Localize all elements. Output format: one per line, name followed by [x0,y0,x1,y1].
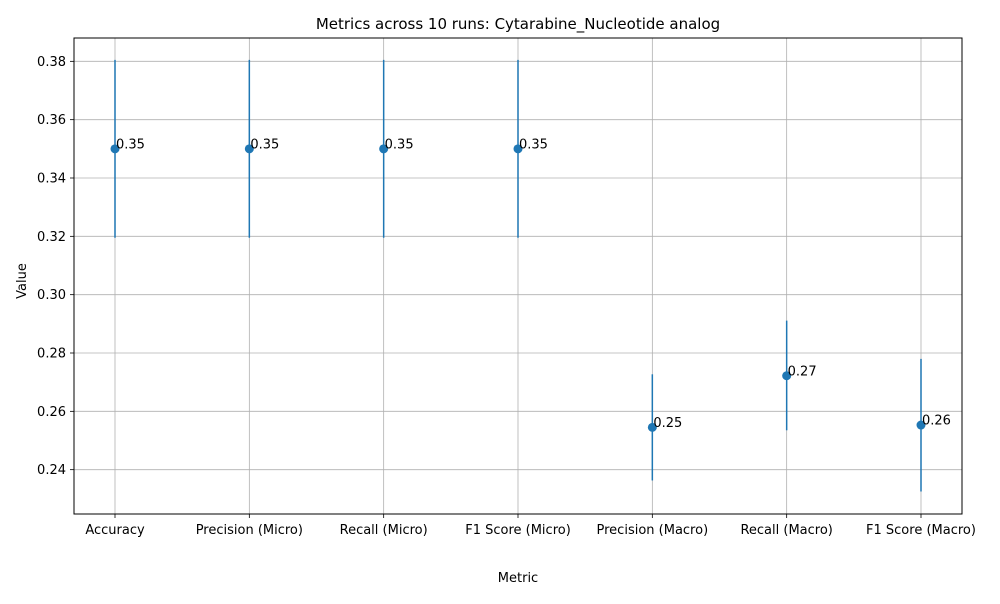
y-axis-ticks: 0.24 0.26 0.28 0.30 0.32 0.34 0.36 0.38 [37,55,74,478]
data-point [782,371,792,381]
data-label: 0.26 [922,414,951,429]
data-point [916,420,926,430]
data-label: 0.35 [116,137,145,152]
data-point [110,144,120,154]
x-tick-label: Recall (Micro) [340,523,428,538]
data-point [513,144,523,154]
data-label: 0.27 [788,364,817,379]
y-tick-label: 0.34 [37,172,66,187]
x-tick-label: F1 Score (Micro) [465,523,571,538]
x-tick-label: F1 Score (Macro) [866,523,976,538]
data-labels: 0.35 0.35 0.35 0.35 0.25 0.27 0.26 [116,137,951,431]
x-axis-label: Metric [498,571,538,586]
chart-title: Metrics across 10 runs: Cytarabine_Nucle… [316,15,720,34]
y-tick-label: 0.24 [37,463,66,478]
data-point [647,422,657,432]
y-tick-label: 0.32 [37,230,66,245]
data-point [244,144,254,154]
x-tick-label: Accuracy [85,523,145,538]
data-label: 0.35 [385,137,414,152]
y-tick-label: 0.28 [37,347,66,362]
data-label: 0.35 [519,137,548,152]
x-tick-label: Precision (Micro) [196,523,303,538]
y-tick-label: 0.30 [37,288,66,303]
data-points [110,144,926,432]
x-tick-label: Recall (Macro) [740,523,832,538]
y-tick-label: 0.38 [37,55,66,70]
data-label: 0.35 [250,137,279,152]
y-axis-label: Value [15,263,30,299]
x-tick-label: Precision (Macro) [597,523,709,538]
data-point [379,144,389,154]
y-tick-label: 0.26 [37,405,66,420]
data-label: 0.25 [653,416,682,431]
x-axis-ticks: Accuracy Precision (Micro) Recall (Micro) F… [85,514,976,538]
y-tick-label: 0.36 [37,113,66,128]
